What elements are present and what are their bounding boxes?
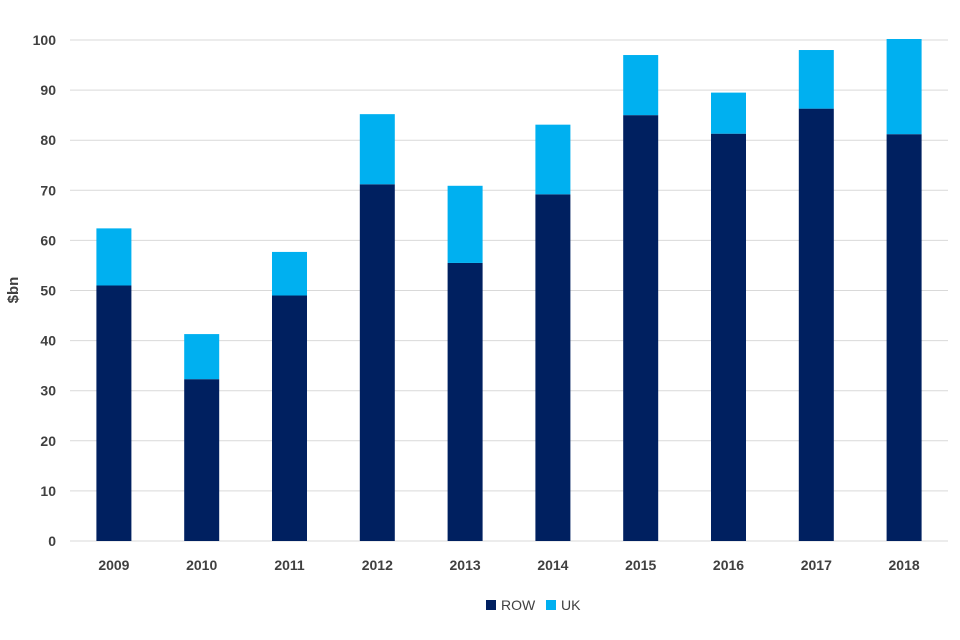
y-tick-label: 70 bbox=[40, 182, 56, 198]
y-tick-label: 30 bbox=[40, 383, 56, 399]
y-tick-label: 80 bbox=[40, 132, 56, 148]
legend-swatch-row bbox=[486, 600, 496, 610]
bar-uk-2018 bbox=[886, 38, 922, 135]
bar-row-2013 bbox=[447, 262, 483, 541]
x-axis-ticks: 2009 2010 2011 2012 2013 2014 2015 2016 2017 2018 bbox=[98, 557, 920, 573]
legend-label-row: ROW bbox=[501, 597, 536, 613]
bar-row-2015 bbox=[623, 115, 659, 542]
x-tick-label: 2016 bbox=[713, 557, 744, 573]
bar-uk-2013 bbox=[447, 185, 483, 263]
legend-label-uk: UK bbox=[561, 597, 581, 613]
x-tick-label: 2014 bbox=[537, 557, 568, 573]
y-tick-label: 0 bbox=[48, 533, 56, 549]
x-tick-label: 2013 bbox=[450, 557, 481, 573]
bar-row-2012 bbox=[359, 184, 395, 541]
x-tick-label: 2009 bbox=[98, 557, 129, 573]
y-tick-label: 60 bbox=[40, 232, 56, 248]
y-axis-ticks: 0 10 20 30 40 50 60 70 80 90 100 bbox=[33, 32, 57, 549]
bar-row-2014 bbox=[535, 194, 571, 542]
y-tick-label: 90 bbox=[40, 82, 56, 98]
bar-uk-2016 bbox=[711, 92, 746, 134]
bar-uk-2009 bbox=[96, 228, 132, 286]
bar-uk-2014 bbox=[535, 124, 571, 195]
y-tick-label: 20 bbox=[40, 433, 56, 449]
bars bbox=[96, 38, 922, 542]
bar-row-2009 bbox=[96, 285, 132, 541]
y-tick-label: 100 bbox=[33, 32, 57, 48]
y-tick-label: 10 bbox=[40, 483, 56, 499]
x-tick-label: 2012 bbox=[362, 557, 393, 573]
bar-row-2010 bbox=[184, 379, 220, 541]
bar-uk-2010 bbox=[184, 334, 220, 380]
bar-uk-2012 bbox=[359, 114, 395, 185]
bar-uk-2017 bbox=[798, 50, 834, 109]
bar-row-2017 bbox=[798, 108, 834, 542]
y-tick-label: 50 bbox=[40, 283, 56, 299]
x-tick-label: 2017 bbox=[801, 557, 832, 573]
x-tick-label: 2018 bbox=[889, 557, 920, 573]
bar-row-2011 bbox=[272, 295, 307, 541]
bar-row-2016 bbox=[711, 133, 746, 541]
x-tick-label: 2015 bbox=[625, 557, 656, 573]
bar-uk-2011 bbox=[272, 251, 307, 296]
bar-row-2018 bbox=[886, 134, 922, 542]
legend-swatch-uk bbox=[546, 600, 556, 610]
legend: ROW UK bbox=[486, 597, 581, 613]
y-tick-label: 40 bbox=[40, 333, 56, 349]
x-tick-label: 2011 bbox=[274, 557, 305, 573]
y-axis-title: $bn bbox=[5, 277, 22, 304]
x-tick-label: 2010 bbox=[186, 557, 217, 573]
bar-uk-2015 bbox=[623, 55, 659, 116]
